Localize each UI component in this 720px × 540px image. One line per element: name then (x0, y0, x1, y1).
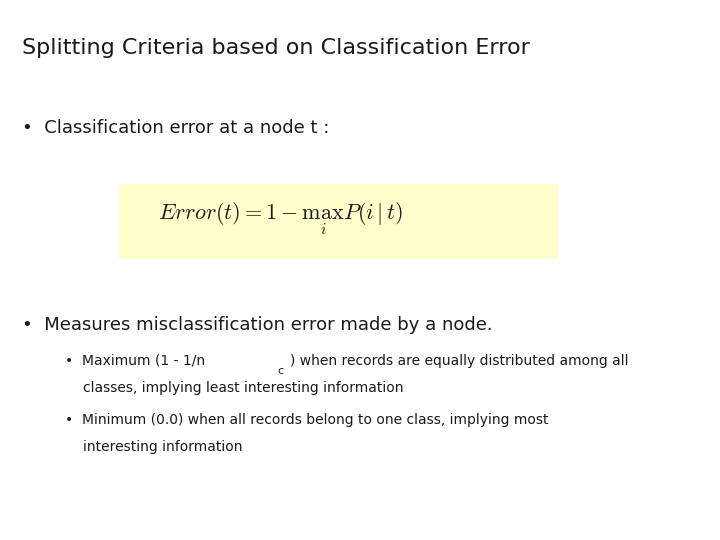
Text: classes, implying least interesting information: classes, implying least interesting info… (83, 381, 403, 395)
Text: c: c (277, 366, 284, 376)
Text: •  Maximum (1 - 1/n: • Maximum (1 - 1/n (65, 354, 205, 368)
Text: ) when records are equally distributed among all: ) when records are equally distributed a… (290, 354, 629, 368)
Text: •  Measures misclassification error made by a node.: • Measures misclassification error made … (22, 316, 492, 334)
Text: Splitting Criteria based on Classification Error: Splitting Criteria based on Classificati… (22, 38, 529, 58)
Text: •  Minimum (0.0) when all records belong to one class, implying most: • Minimum (0.0) when all records belong … (65, 413, 549, 427)
Text: $\mathit{Error}(t) = 1 - \max_i P(i\,|\,t)$: $\mathit{Error}(t) = 1 - \max_i P(i\,|\,… (158, 200, 403, 237)
FancyBboxPatch shape (119, 184, 558, 259)
Text: interesting information: interesting information (83, 440, 243, 454)
Text: •  Classification error at a node t :: • Classification error at a node t : (22, 119, 329, 137)
